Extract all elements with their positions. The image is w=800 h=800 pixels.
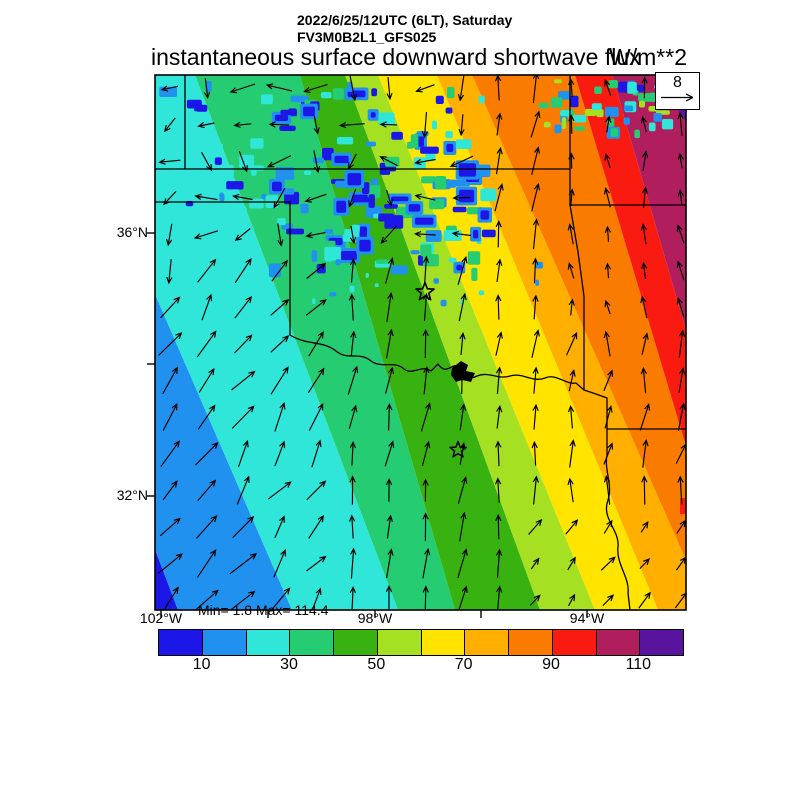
header-datetime: 2022/6/25/12UTC (6LT), Saturday — [297, 12, 513, 28]
oklahoma-arkansas-border — [569, 204, 585, 391]
lat-label-32n: 32°N — [116, 487, 148, 503]
colorbar-tick-label: 70 — [454, 656, 473, 673]
colorbar-segment — [377, 630, 422, 655]
lon-label-102w: 102°W — [139, 610, 183, 626]
wind-reference-value: 8 — [673, 74, 682, 91]
header-model: FV3M0B2L1_GFS025 — [297, 29, 437, 45]
colorbar-segment — [159, 630, 203, 655]
colorbar-segment — [640, 630, 683, 655]
wind-vectors — [157, 75, 686, 610]
colorbar-segment — [246, 630, 291, 655]
units-label: W/m**2 — [609, 44, 687, 70]
lake-marker — [451, 361, 475, 382]
colorbar-tick-label: 30 — [280, 656, 298, 673]
location-star-1 — [415, 281, 435, 301]
colorbar-tick-label: 10 — [192, 656, 211, 673]
axis-ticks — [147, 232, 588, 618]
colorbar-segment — [509, 630, 553, 655]
panhandle-texas-border — [155, 201, 291, 336]
colorbar-segment — [334, 630, 378, 655]
page-title: instantaneous surface downward shortwave… — [151, 44, 641, 70]
location-star-2 — [449, 440, 467, 458]
colorbar-segment — [421, 630, 466, 655]
colorbar-segment — [596, 630, 641, 655]
wind-reference-box: 8 — [655, 72, 700, 110]
lon-label-94w: 94°W — [569, 610, 605, 626]
texas-arkansas-border — [583, 389, 631, 610]
colorbar-tick-label: 90 — [542, 656, 560, 673]
contour-bands — [155, 75, 686, 610]
colorbar-segment — [290, 630, 334, 655]
minmax-stat: Min= 1.8 Max= 114.4 — [198, 602, 329, 618]
map-frame — [154, 74, 687, 611]
colorbar-tick-label: 110 — [625, 656, 652, 673]
red-river — [289, 334, 585, 391]
colorbar-segment — [552, 630, 597, 655]
cloud-speckles — [159, 79, 674, 307]
colorbar-segment — [202, 630, 247, 655]
lat-label-36n: 36°N — [116, 224, 148, 240]
lon-label-98w: 98°W — [357, 610, 393, 626]
colorbar-segment — [465, 630, 509, 655]
wind-reference-arrow-icon — [660, 93, 693, 102]
colorbar — [158, 629, 684, 656]
red-edge-patch — [680, 498, 686, 514]
colorbar-tick-label: 50 — [367, 656, 386, 673]
